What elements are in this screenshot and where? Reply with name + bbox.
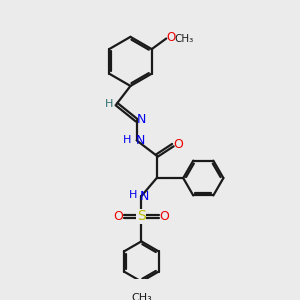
Text: O: O xyxy=(113,210,123,223)
Text: H: H xyxy=(129,190,138,200)
Text: O: O xyxy=(159,210,169,223)
Text: O: O xyxy=(173,138,183,151)
Text: CH₃: CH₃ xyxy=(174,34,193,44)
Text: S: S xyxy=(137,209,146,223)
Text: H: H xyxy=(105,99,114,109)
Text: H: H xyxy=(123,134,131,145)
Text: N: N xyxy=(140,190,149,203)
Text: N: N xyxy=(136,134,146,147)
Text: N: N xyxy=(137,113,146,126)
Text: O: O xyxy=(167,31,176,44)
Text: CH₃: CH₃ xyxy=(131,293,152,300)
